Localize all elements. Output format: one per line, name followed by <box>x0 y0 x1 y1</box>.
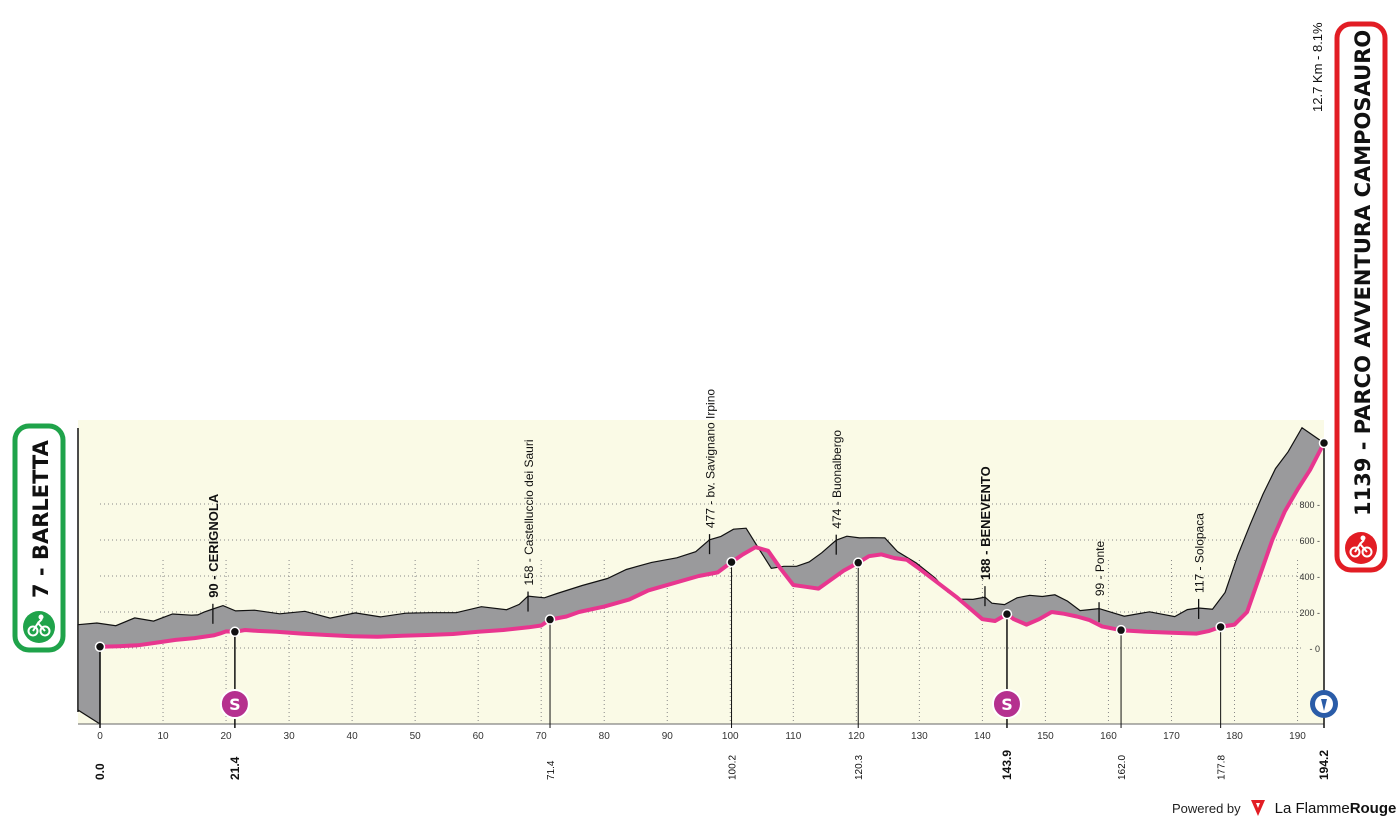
waypoint-km-label: 177.8 <box>1217 755 1228 780</box>
powered-by-text: Powered by <box>1172 800 1241 816</box>
svg-text:S: S <box>229 695 241 714</box>
elevation-profile-line <box>99 442 1326 649</box>
y-tick-label: 200 - <box>1299 608 1320 618</box>
brand-name: La FlammeRouge <box>1274 799 1397 817</box>
waypoint-name-label: 188 - BENEVENTO <box>978 466 993 580</box>
waypoint-143.9: 143.9 188 - BENEVENTO S <box>978 466 1022 780</box>
waypoint-km-label: 100.2 <box>728 755 739 780</box>
waypoint-name-label: 90 - CERIGNOLA <box>206 493 221 598</box>
finish-label: 1139 - PARCO AVVENTURA CAMPOSAURO <box>1351 30 1375 516</box>
x-tick-label: 30 <box>284 731 296 742</box>
annotations: 0.0 21.4 90 - CERIGNOLA S 71.4 158 - Castellu… <box>93 389 1331 780</box>
waypoint-km-label: 162.0 <box>1117 755 1128 780</box>
x-tick-label: 20 <box>220 731 232 742</box>
sprint-icon: S <box>991 689 1022 719</box>
y-tick-label: 400 - <box>1299 572 1320 582</box>
x-tick-label: 80 <box>599 731 611 742</box>
finish-badge: 1139 - PARCO AVVENTURA CAMPOSAURO <box>1334 21 1388 573</box>
sprint-icon: S <box>219 689 250 719</box>
final-climb-label: 12.7 Km - 8.1% <box>1310 22 1325 112</box>
x-tick-label: 60 <box>473 731 485 742</box>
x-tick-label: 180 <box>1226 731 1243 742</box>
waypoint-dot <box>1215 621 1226 633</box>
waypoint-0.0: 0.0 <box>93 641 107 780</box>
start-badge: 7 - BARLETTA <box>12 423 66 653</box>
waypoint-dot <box>1115 624 1127 636</box>
x-tick-label: 100 <box>722 731 739 742</box>
svg-text:S: S <box>1001 695 1013 714</box>
waypoint-177.8: 177.8 117 - Solopaca <box>1193 513 1228 780</box>
x-axis: 0 10 20 30 40 50 60 70 80 90 100 110 120 130 140 150 160… <box>78 723 1324 742</box>
x-tick-label: 130 <box>911 731 928 742</box>
start-label: 7 - BARLETTA <box>29 439 53 598</box>
waypoint-name-label: 99 - Ponte <box>1093 540 1107 596</box>
x-tick-label: 70 <box>536 731 548 742</box>
flame-logo-icon <box>1250 800 1265 816</box>
x-tick-label: 140 <box>974 731 991 742</box>
x-tick-label: 40 <box>347 731 359 742</box>
waypoint-100.2: 100.2 477 - bv. Savignano Irpino <box>704 389 739 780</box>
waypoint-dot <box>1318 437 1330 449</box>
waypoint-194.2: 194.2 <box>1317 437 1331 780</box>
waypoint-21.4: 21.4 90 - CERIGNOLA S <box>206 493 250 780</box>
waypoint-name-label: 474 - Buonalbergo <box>830 430 844 529</box>
waypoint-km-label: 0.0 <box>93 763 107 780</box>
waypoint-name-label: 477 - bv. Savignano Irpino <box>704 389 718 529</box>
waypoint-dot <box>544 614 556 625</box>
waypoint-km-label: 21.4 <box>228 756 242 780</box>
waypoint-km-label: 194.2 <box>1317 750 1331 780</box>
y-tick-label: 600 - <box>1299 536 1320 546</box>
x-tick-label: 190 <box>1289 731 1306 742</box>
powered-by-footer: Powered by La FlammeRouge <box>1172 798 1396 818</box>
x-tick-label: 110 <box>785 731 801 742</box>
waypoint-name-label: 158 - Castelluccio dei Sauri <box>522 439 536 585</box>
x-tick-label: 0 <box>97 731 103 742</box>
x-tick-label: 10 <box>157 731 169 742</box>
x-tick-label: 50 <box>410 731 422 742</box>
waypoint-dot <box>94 641 106 652</box>
waypoint-162.0: 162.0 99 - Ponte <box>1093 540 1128 780</box>
waypoint-dot <box>1001 608 1013 620</box>
y-tick-label: - 0 <box>1309 644 1320 654</box>
waypoint-km-label: 71.4 <box>546 760 557 780</box>
waypoint-71.4: 71.4 158 - Castelluccio dei Sauri <box>522 439 557 780</box>
waypoint-120.3: 120.3 474 - Buonalbergo <box>830 430 865 780</box>
x-tick-label: 90 <box>662 731 674 742</box>
waypoint-km-label: 120.3 <box>854 755 865 780</box>
waypoint-km-label: 143.9 <box>1000 750 1014 780</box>
y-axis: - 0 200 - 400 - 600 - 800 - <box>1299 500 1320 654</box>
finish-marker-icon <box>1310 690 1338 718</box>
waypoint-dot <box>726 556 737 568</box>
x-tick-label: 170 <box>1163 731 1180 742</box>
x-tick-label: 160 <box>1100 731 1117 742</box>
y-tick-label: 800 - <box>1299 500 1320 510</box>
waypoint-dot <box>852 557 864 568</box>
x-tick-label: 120 <box>848 731 865 742</box>
waypoint-dot <box>229 626 241 638</box>
x-tick-label: 150 <box>1037 731 1054 742</box>
waypoint-name-label: 117 - Solopaca <box>1193 513 1207 593</box>
